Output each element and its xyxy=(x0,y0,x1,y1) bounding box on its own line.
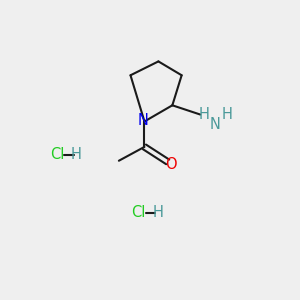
Text: O: O xyxy=(165,157,177,172)
Text: Cl: Cl xyxy=(50,148,64,163)
Text: H: H xyxy=(152,205,164,220)
Text: H: H xyxy=(71,148,82,163)
Text: Cl: Cl xyxy=(131,205,146,220)
Text: H: H xyxy=(221,107,233,122)
Text: H: H xyxy=(198,107,209,122)
Text: N: N xyxy=(210,117,221,132)
Text: N: N xyxy=(138,113,149,128)
